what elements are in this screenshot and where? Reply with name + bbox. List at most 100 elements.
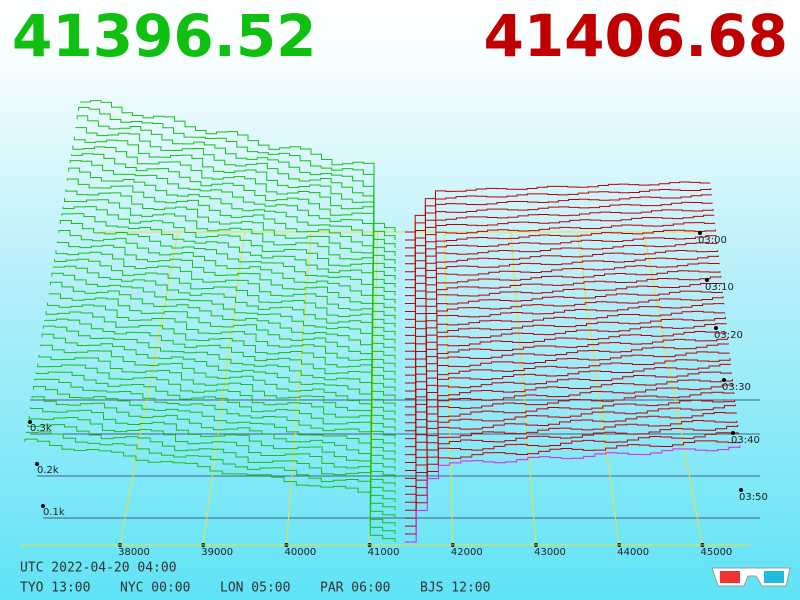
tick-dot [698, 231, 702, 235]
price-label: 43000 [534, 547, 566, 558]
price-label: 41000 [368, 547, 400, 558]
ask-depth-line [405, 282, 723, 352]
bid-depth-line [71, 153, 396, 280]
ask-depth-line [405, 384, 734, 471]
depth-label: 0.3k [30, 423, 52, 434]
bid-depth-line [34, 378, 396, 487]
bid-price: 41396.52 [12, 2, 317, 70]
ask-depth-line [405, 201, 713, 257]
bid-depth-line [75, 127, 396, 256]
ask-depth-line [405, 214, 715, 273]
tick-dot [705, 278, 709, 282]
price-label: 39000 [201, 547, 233, 558]
grid-line [119, 231, 179, 546]
ask-depth-line [405, 262, 720, 328]
bid-depth-line [58, 229, 396, 352]
ask-depth-line [405, 411, 737, 503]
bid-depth-line [32, 386, 396, 495]
ask-price: 41406.68 [483, 2, 788, 70]
tick-dot [714, 326, 718, 330]
city-time: PAR 06:00 [320, 581, 390, 596]
bid-depth-line [31, 396, 396, 503]
bid-depth-line [48, 293, 396, 407]
bid-depth-line [72, 145, 396, 272]
bid-depth-line [35, 371, 396, 479]
ask-depth-line [405, 270, 721, 336]
ask-depth-line [405, 424, 739, 519]
tick-dot [739, 488, 743, 492]
ask-depth-line [405, 208, 714, 265]
ask-depth-line [405, 343, 729, 424]
ask-depth-line [405, 391, 735, 479]
bid-depth-line [27, 424, 396, 527]
grid-line [643, 231, 703, 546]
time-label: 03:20 [714, 330, 743, 341]
ask-depth-line [405, 229, 716, 289]
grid-line [576, 231, 620, 546]
price-label: 44000 [617, 547, 649, 558]
tick-dot [28, 420, 32, 424]
ask-depth-line [405, 181, 711, 233]
city-time: NYC 00:00 [120, 581, 190, 596]
bid-depth-line [73, 136, 396, 264]
grid-line [202, 231, 246, 546]
ask-depth-line [405, 242, 718, 305]
grid-line [510, 231, 537, 546]
bid-depth-line [65, 189, 396, 312]
bid-depth-line [54, 258, 396, 376]
ask-depth-line [405, 432, 739, 527]
bid-depth-line [51, 272, 396, 391]
utc-time: UTC 2022-04-20 04:00 [20, 561, 177, 576]
grid-line [285, 231, 312, 546]
city-time: TYO 13:00 [20, 581, 90, 596]
tick-dot [731, 431, 735, 435]
bid-depth-line [56, 241, 396, 360]
bid-depth-line [63, 197, 396, 320]
bid-depth-line [76, 115, 396, 248]
ask-depth-line [405, 419, 738, 511]
bid-depth-line [47, 302, 396, 415]
tick-dot [722, 378, 726, 382]
ask-depth-line [405, 358, 731, 440]
ask-depth-line [405, 188, 712, 241]
bid-depth-line [44, 318, 396, 431]
grid-line [443, 231, 454, 546]
bid-depth-line [24, 438, 396, 542]
ask-depth-line [405, 310, 726, 384]
ask-depth-line [405, 399, 736, 487]
ask-depth-line [405, 249, 719, 312]
price-label: 42000 [451, 547, 483, 558]
ask-depth-line [405, 440, 740, 535]
ask-depth-line [405, 255, 719, 320]
bid-depth-line [61, 213, 396, 336]
time-label: 03:30 [722, 382, 751, 393]
price-label: 40000 [284, 547, 316, 558]
time-label: 03:00 [698, 235, 727, 246]
ask-depth-line [405, 275, 722, 344]
bid-depth-line [40, 344, 396, 455]
bid-depth-line [30, 407, 396, 511]
ask-depth-line [405, 445, 741, 543]
bid-depth-line [69, 160, 396, 288]
time-label: 03:10 [705, 282, 734, 293]
bid-depth-line [25, 431, 396, 535]
time-label: 03:40 [731, 435, 760, 446]
ask-depth-line [405, 222, 716, 281]
tick-dot [41, 504, 45, 508]
city-time: BJS 12:00 [420, 581, 490, 596]
bid-depth-line [41, 333, 396, 447]
glasses-icon [711, 567, 791, 587]
ask-depth-line [405, 378, 733, 464]
bid-depth-line [42, 325, 396, 439]
bid-depth-line [59, 220, 396, 344]
city-time: LON 05:00 [220, 581, 290, 596]
bid-depth-line [55, 250, 396, 368]
ask-depth-line [405, 404, 736, 495]
ask-depth-line [405, 351, 730, 432]
bid-depth-line [45, 311, 396, 423]
ask-depth-line [405, 331, 728, 408]
price-label: 38000 [118, 547, 150, 558]
bid-depth-line [49, 281, 396, 399]
